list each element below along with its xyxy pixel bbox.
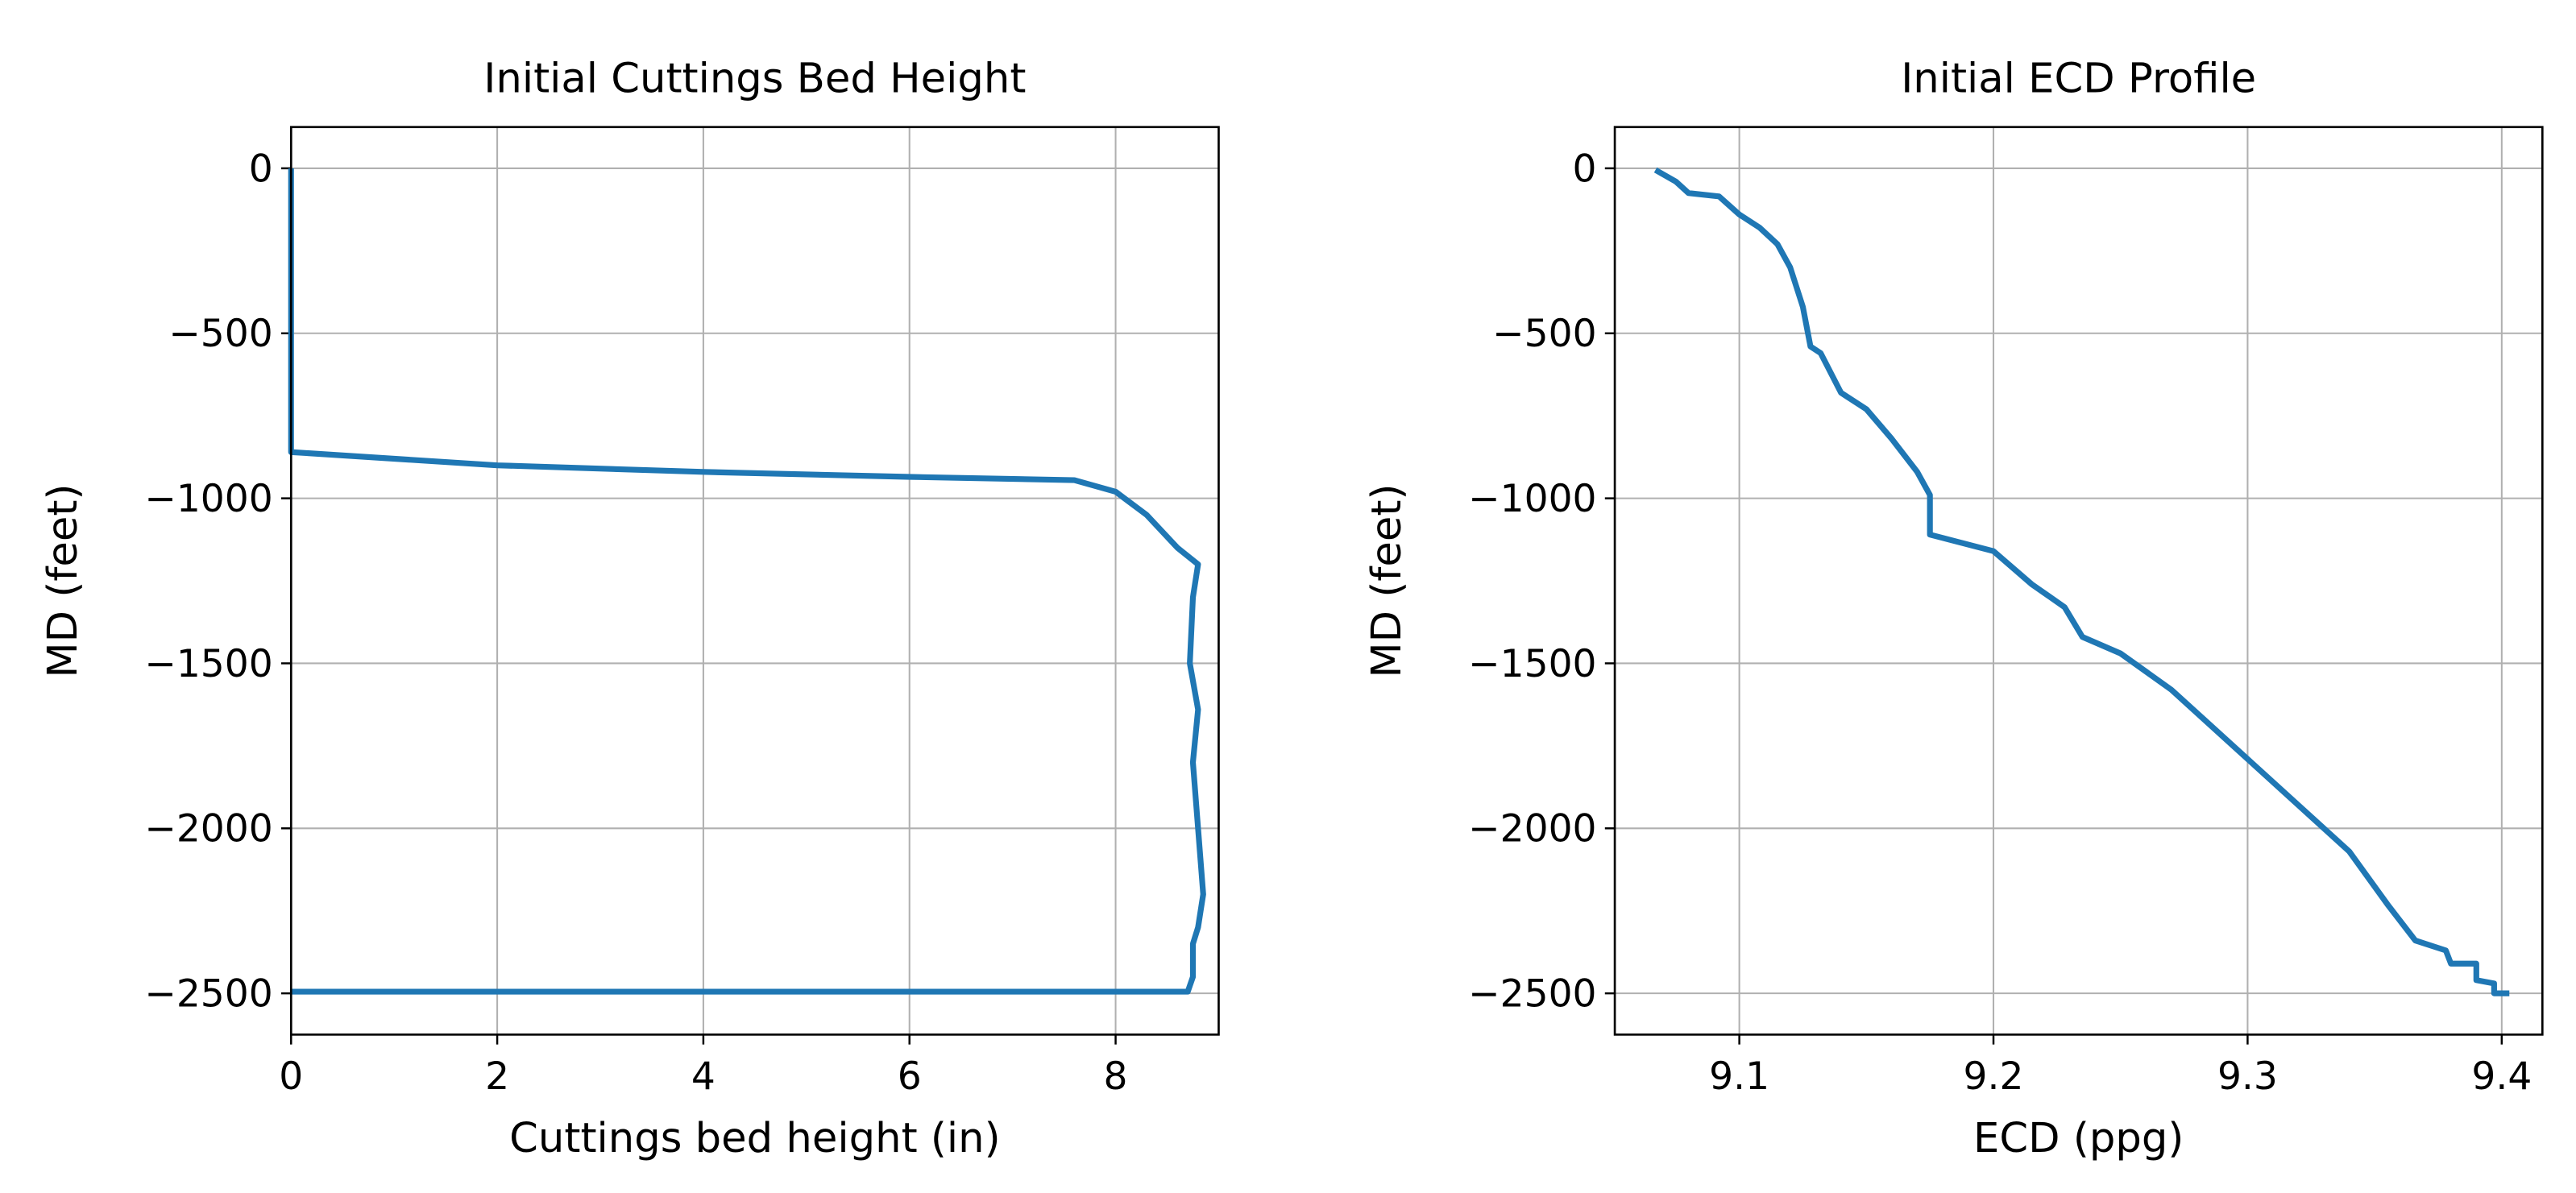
y-tick-label: −1000 — [144, 477, 272, 521]
y-tick-label: −2500 — [1468, 972, 1596, 1017]
x-tick-label: 6 — [898, 1054, 922, 1099]
y-axis-label: MD (feet) — [39, 484, 87, 678]
y-tick-label: 0 — [1573, 147, 1597, 191]
y-tick-label: 0 — [249, 147, 273, 191]
y-axis-label: MD (feet) — [1363, 484, 1411, 678]
x-tick-label: 0 — [279, 1054, 303, 1099]
data-line — [1653, 167, 2510, 996]
data-line — [288, 168, 1206, 995]
y-tick-label: −500 — [1492, 312, 1596, 356]
chart-title: Initial Cuttings Bed Height — [483, 55, 1026, 103]
x-axis-label: ECD (ppg) — [1973, 1114, 2184, 1162]
plot-frame — [289, 126, 1220, 1036]
x-tick-label: 9.3 — [2217, 1054, 2278, 1099]
x-tick-label: 9.2 — [1964, 1054, 2024, 1099]
x-axis-label: Cuttings bed height (in) — [509, 1114, 1000, 1162]
x-tick-label: 8 — [1104, 1054, 1128, 1099]
x-tick-label: 9.4 — [2471, 1054, 2532, 1099]
y-tick-label: −2000 — [1468, 807, 1596, 851]
x-tick-label: 2 — [485, 1054, 509, 1099]
chart-title: Initial ECD Profile — [1901, 55, 2256, 103]
x-tick-label: 9.1 — [1709, 1054, 1769, 1099]
y-tick-label: −2000 — [144, 807, 272, 851]
y-tick-label: −1500 — [1468, 642, 1596, 686]
x-tick-label: 4 — [691, 1054, 716, 1099]
y-tick-label: −500 — [168, 312, 272, 356]
plot-frame — [1613, 126, 2544, 1036]
y-tick-label: −2500 — [144, 972, 272, 1017]
y-tick-label: −1500 — [144, 642, 272, 686]
y-tick-label: −1000 — [1468, 477, 1596, 521]
